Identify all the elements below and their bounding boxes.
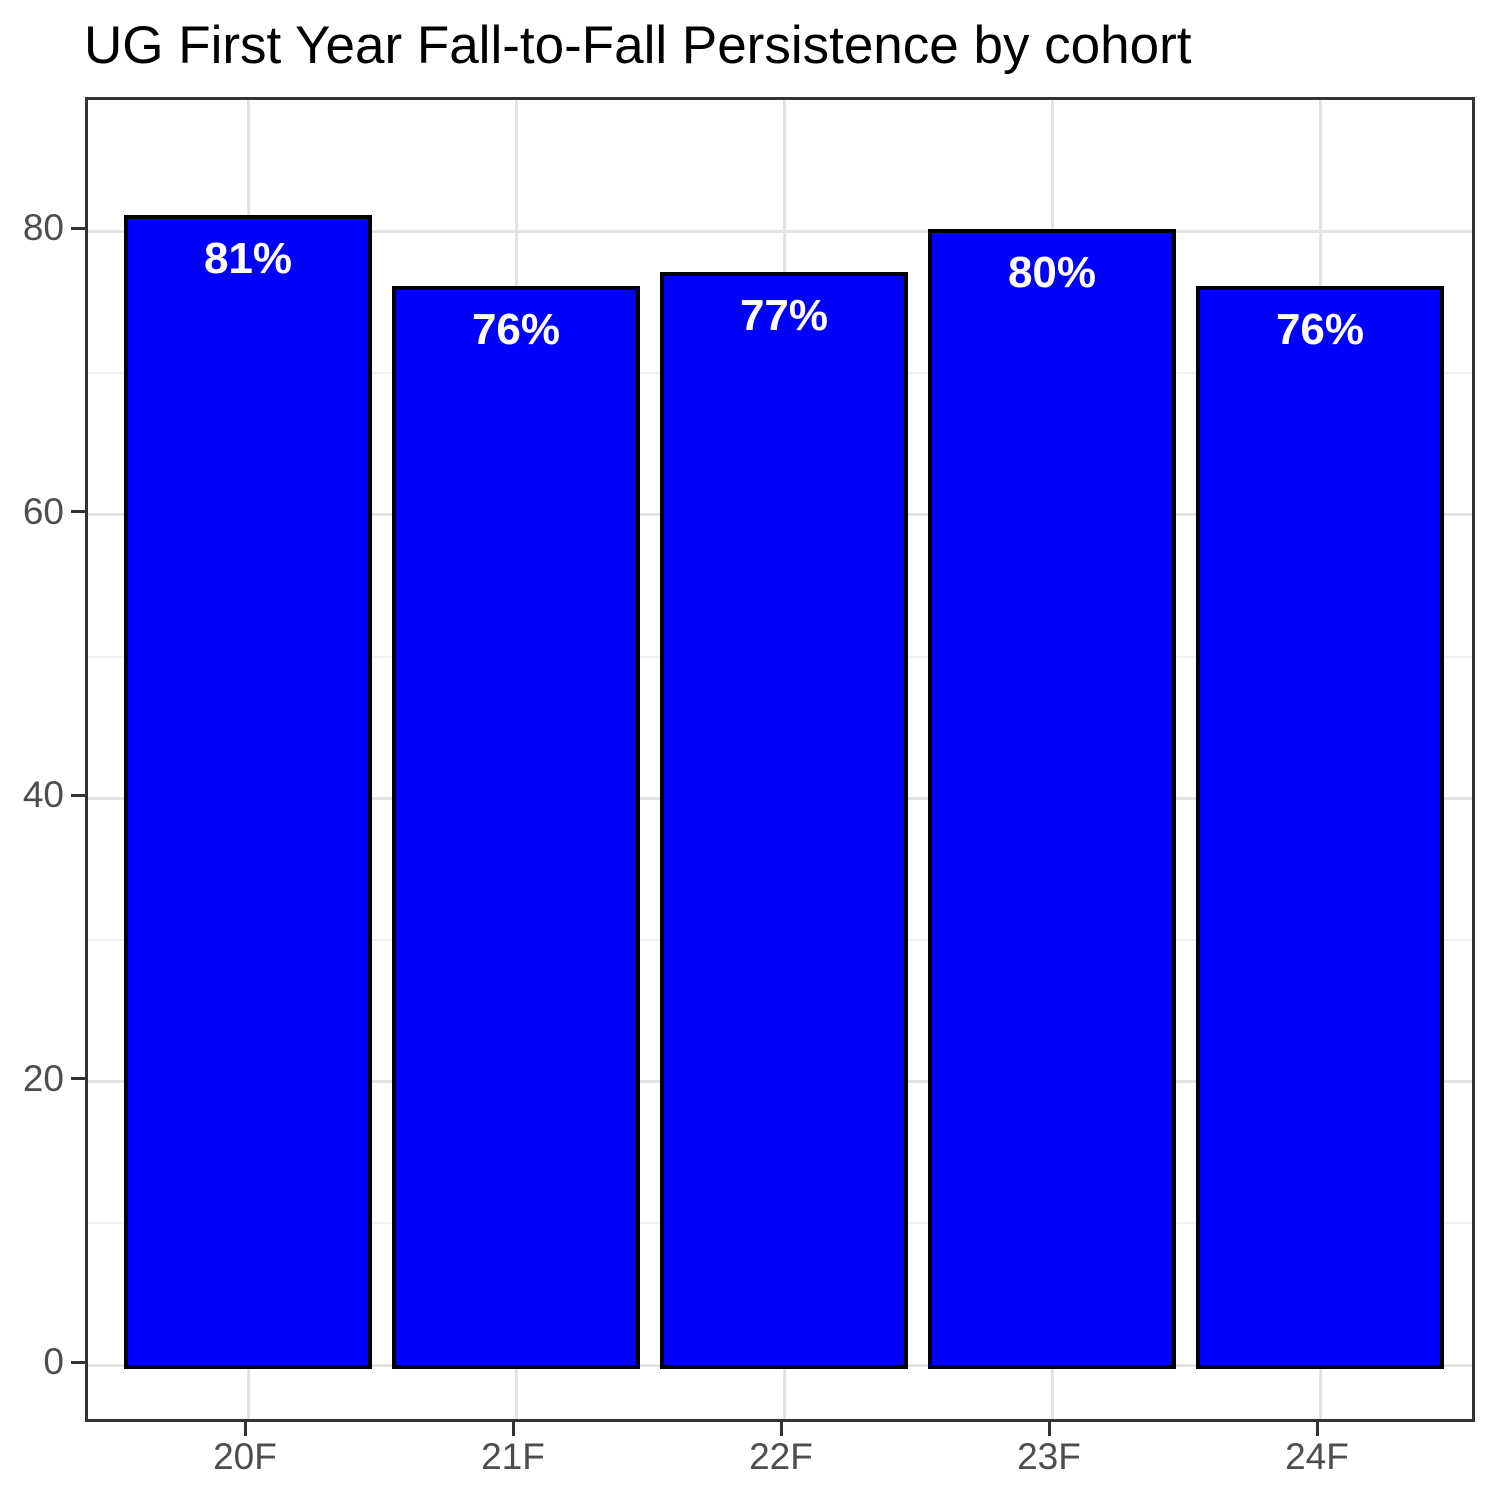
y-axis-tick [71,510,85,514]
bar [928,229,1176,1369]
plot-panel: 81% 76% 77% 80% 76% [85,97,1475,1422]
y-axis-tick-label: 60 [22,490,64,532]
y-axis-tick-label: 40 [22,774,64,816]
bar [660,271,908,1369]
bar-value-label: 76% [471,305,561,355]
y-axis-tick [71,1360,85,1364]
y-axis-tick [71,226,85,230]
bar [124,215,372,1369]
y-gridline-major [88,229,1472,233]
y-axis-tick-label: 80 [22,207,64,249]
x-axis-tick [1047,1422,1051,1436]
bar [392,286,640,1369]
y-axis-tick-label: 0 [43,1341,64,1382]
x-axis-tick-label: 21F [481,1436,545,1477]
x-axis-tick-label: 23F [1017,1436,1081,1477]
x-axis-tick-label: 22F [749,1436,813,1477]
bar-value-label: 77% [739,290,829,340]
x-axis-tick [779,1422,783,1436]
y-axis-tick [71,793,85,797]
x-axis-tick-label: 20F [213,1436,277,1477]
bar-value-label: 80% [1007,248,1097,298]
bar [1196,286,1444,1369]
chart-title: UG First Year Fall-to-Fall Persistence b… [84,16,1192,75]
x-axis-tick [243,1422,247,1436]
x-axis-tick [511,1422,515,1436]
y-axis-tick [71,1077,85,1081]
x-axis-tick [1315,1422,1319,1436]
bar-value-label: 81% [203,234,293,284]
bar-value-label: 76% [1275,305,1365,355]
y-axis-tick-label: 20 [22,1057,64,1099]
x-axis-tick-label: 24F [1285,1436,1349,1477]
